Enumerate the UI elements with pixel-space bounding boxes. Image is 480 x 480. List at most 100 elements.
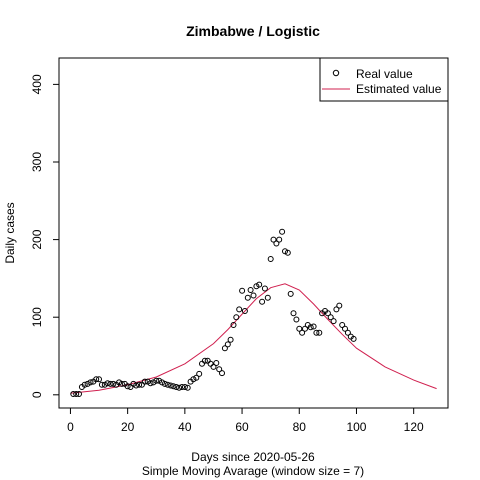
data-point (164, 381, 171, 388)
data-point (241, 308, 248, 314)
data-point (76, 391, 82, 397)
data-point (239, 287, 246, 294)
x-tick-label: 60 (235, 420, 249, 434)
data-point (184, 384, 191, 391)
data-point (316, 329, 323, 336)
data-point (276, 236, 283, 243)
data-point (267, 256, 274, 262)
x-tick-label: 100 (346, 420, 366, 434)
data-point (216, 366, 223, 373)
data-point (261, 285, 268, 292)
data-point (141, 378, 148, 385)
data-point (207, 360, 214, 367)
x-tick-label: 40 (178, 420, 192, 434)
data-point (247, 287, 254, 293)
data-point (96, 376, 102, 383)
data-point (73, 391, 80, 397)
data-point (179, 384, 185, 390)
x-axis-label: Days since 2020-05-26 (191, 450, 315, 464)
y-axis-label: Daily cases (3, 202, 17, 263)
data-point (333, 306, 340, 313)
y-tick-label: 400 (30, 74, 44, 94)
data-point (156, 377, 163, 384)
x-tick-label: 0 (67, 420, 74, 434)
x-axis: 0 20 40 60 80 100 120 (67, 407, 424, 434)
data-point (330, 318, 337, 325)
data-point (270, 236, 277, 243)
plot-frame (58, 57, 449, 409)
chart-subtitle: Simple Moving Avarage (window size = 7) (142, 464, 364, 478)
estimated-line (70, 283, 437, 394)
data-point (221, 345, 228, 352)
data-point (287, 290, 294, 297)
data-point (161, 380, 168, 387)
data-point (70, 391, 77, 397)
data-point (250, 292, 257, 299)
legend-entry-real: Real value (356, 67, 413, 81)
data-point (201, 357, 208, 364)
data-point (230, 322, 237, 328)
data-point (150, 379, 157, 386)
y-tick-label: 200 (30, 229, 44, 249)
data-point (290, 310, 297, 317)
data-point (118, 380, 125, 387)
data-point (336, 302, 343, 309)
data-point (167, 382, 174, 389)
data-point (339, 322, 346, 328)
data-point (93, 376, 100, 383)
legend-box (319, 57, 449, 102)
data-point (124, 383, 131, 390)
data-point (273, 240, 280, 247)
data-point (279, 228, 286, 235)
data-point (84, 380, 91, 387)
data-point (327, 314, 334, 321)
data-point (107, 380, 114, 387)
data-point (342, 325, 348, 332)
legend: Real value Estimated value (319, 57, 449, 102)
data-point (310, 323, 317, 330)
data-point (293, 316, 300, 323)
data-point (196, 370, 203, 377)
data-point (307, 324, 314, 331)
x-tick-label: 120 (404, 420, 424, 434)
data-point (264, 294, 271, 301)
data-point (296, 325, 303, 332)
x-tick-label: 20 (121, 420, 135, 434)
data-point (193, 374, 200, 381)
chart-title: Zimbabwe / Logistic (186, 23, 320, 39)
data-point (284, 249, 291, 256)
legend-entry-estimated: Estimated value (356, 82, 442, 96)
data-point (224, 341, 231, 348)
data-point (104, 380, 111, 387)
y-tick-label: 0 (30, 391, 44, 398)
data-point (133, 382, 140, 389)
y-tick-label: 300 (30, 152, 44, 172)
data-point (190, 376, 197, 383)
estimated-series (70, 283, 437, 394)
data-point (81, 381, 88, 388)
x-tick-label: 80 (293, 420, 307, 434)
data-point (153, 377, 160, 384)
data-point (181, 384, 188, 390)
data-point (244, 294, 251, 301)
legend-point-icon (332, 69, 340, 77)
data-point (259, 298, 266, 305)
data-point (313, 329, 320, 336)
data-point (302, 325, 308, 332)
data-point (173, 384, 180, 390)
data-point (299, 329, 306, 336)
data-point (219, 370, 225, 377)
data-point (110, 380, 117, 387)
data-point (87, 379, 94, 386)
y-tick-label: 100 (30, 307, 44, 327)
data-point (210, 363, 217, 370)
data-point (227, 336, 234, 343)
data-point (236, 306, 243, 313)
real-series (70, 228, 357, 397)
data-point (170, 383, 177, 390)
data-point (199, 360, 205, 367)
data-point (324, 310, 331, 317)
data-point (147, 380, 154, 387)
data-point (98, 381, 105, 388)
data-point (233, 314, 240, 321)
